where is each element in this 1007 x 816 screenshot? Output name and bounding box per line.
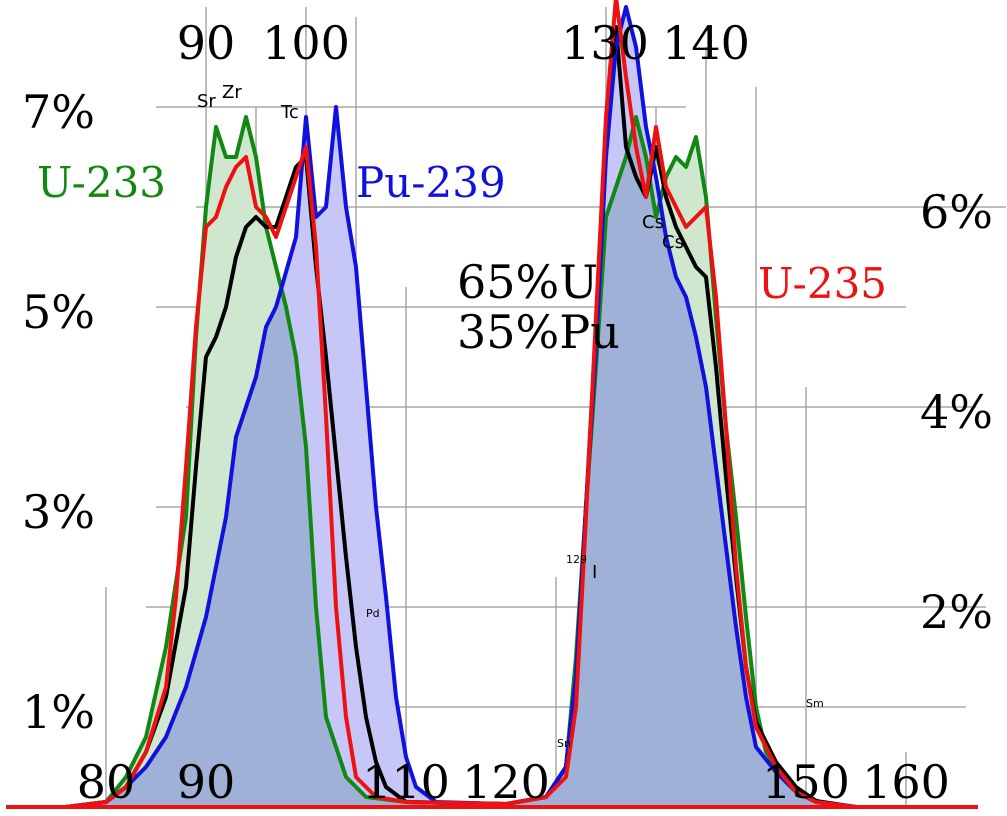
y-tick-left-label: 5% — [22, 285, 95, 339]
y-axis-right: 6% 4% 2% — [920, 185, 993, 639]
x-tick-top-label: 140 — [662, 16, 750, 70]
x-axis-bottom: 80 90 110 120 150 160 — [77, 755, 950, 809]
series-fill-overlap — [66, 117, 856, 807]
element-label-cs1: Cs — [642, 212, 664, 233]
x-tick-top-label: 90 — [177, 16, 236, 70]
element-label-i: I — [592, 562, 597, 583]
x-axis-top: 90 100 130 140 — [177, 16, 750, 70]
element-label-zr: Zr — [222, 82, 242, 103]
series-line-u235 — [64, 0, 858, 809]
x-tick-top-label: 100 — [262, 16, 350, 70]
x-tick-bottom-label: 110 — [362, 755, 450, 809]
element-label-tc: Tc — [280, 102, 299, 123]
x-tick-bottom-label: 160 — [862, 755, 950, 809]
x-tick-bottom-label: 80 — [77, 755, 136, 809]
y-axis-left: 7% 5% 3% 1% — [22, 85, 95, 739]
x-tick-bottom-label: 120 — [462, 755, 550, 809]
element-label-cs2: Cs — [662, 232, 684, 253]
series-label-u233: U-233 — [37, 158, 166, 207]
series-labels: U-233 Pu-239 U-235 — [37, 158, 887, 308]
element-label-i-mass: 129 — [566, 553, 587, 566]
element-label-sr: Sr — [197, 91, 216, 112]
mix-label: 65%U 35%Pu — [457, 255, 620, 359]
element-label-sm: Sm — [806, 697, 824, 710]
element-label-sn: Sn — [557, 737, 571, 750]
y-tick-left-label: 7% — [22, 85, 95, 139]
y-tick-left-label: 1% — [22, 685, 95, 739]
y-tick-right-label: 2% — [920, 585, 993, 639]
y-tick-right-label: 4% — [920, 385, 993, 439]
x-tick-bottom-label: 150 — [762, 755, 850, 809]
y-tick-right-label: 6% — [920, 185, 993, 239]
x-tick-top-label: 130 — [561, 16, 649, 70]
mix-label-line1: 65%U — [457, 255, 598, 309]
y-tick-left-label: 3% — [22, 485, 95, 539]
series-lines — [64, 0, 858, 809]
element-labels: Sr Zr Tc Pd 129 I Cs Cs Sn Sm — [197, 82, 824, 750]
mix-label-line2: 35%Pu — [457, 305, 620, 359]
x-tick-bottom-label: 90 — [177, 755, 236, 809]
element-label-pd: Pd — [366, 607, 380, 620]
series-label-pu239: Pu-239 — [356, 158, 506, 207]
series-label-u235: U-235 — [758, 259, 887, 308]
